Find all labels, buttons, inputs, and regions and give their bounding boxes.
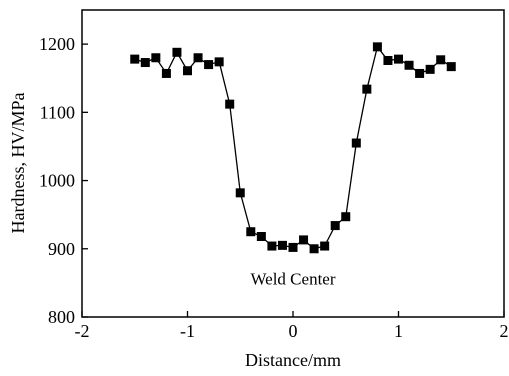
data-point	[372, 42, 382, 52]
data-point	[299, 235, 309, 245]
data-point	[151, 53, 161, 63]
y-tick-label: 800	[48, 307, 75, 327]
data-point	[383, 55, 393, 65]
data-point	[415, 68, 425, 78]
x-tick-label: 0	[289, 321, 298, 341]
y-axis-ticks: 800 900 1000 1100 1200	[39, 34, 88, 327]
hardness-series-line	[134, 45, 452, 250]
x-tick-label: -1	[180, 321, 195, 341]
weld-center-annotation: Weld Center	[250, 269, 335, 288]
data-point	[341, 212, 351, 222]
data-point	[214, 57, 224, 67]
data-point	[362, 84, 372, 94]
x-axis-ticks: -2 -1 0 1 2	[75, 311, 509, 341]
data-point	[235, 188, 245, 198]
y-axis-label: Hardness, HV/MPa	[8, 93, 28, 234]
data-point	[351, 138, 361, 148]
x-tick-label: -2	[75, 321, 90, 341]
data-point	[204, 60, 214, 70]
hardness-data-points	[130, 42, 456, 254]
y-tick-label: 1200	[39, 34, 75, 54]
y-tick-label: 1000	[39, 171, 75, 191]
data-point	[161, 68, 171, 78]
data-point	[309, 244, 319, 254]
x-tick-label: 1	[394, 321, 403, 341]
y-tick-label: 1100	[40, 102, 75, 122]
data-point	[320, 241, 330, 251]
data-point	[277, 240, 287, 250]
data-point	[256, 231, 266, 241]
data-point	[267, 241, 277, 251]
data-point	[404, 60, 414, 70]
data-point	[140, 58, 150, 68]
data-point	[172, 47, 182, 57]
data-point	[446, 62, 456, 72]
data-point	[394, 54, 403, 64]
data-point	[330, 221, 340, 231]
data-point	[425, 64, 435, 74]
data-point	[130, 54, 140, 64]
data-point	[288, 242, 298, 252]
data-point	[183, 66, 192, 76]
data-point	[436, 55, 446, 65]
data-point	[246, 227, 256, 237]
x-tick-label: 2	[500, 321, 509, 341]
y-tick-label: 900	[48, 239, 75, 259]
data-point	[193, 53, 203, 63]
data-point	[225, 99, 235, 109]
x-axis-label: Distance/mm	[245, 350, 341, 370]
